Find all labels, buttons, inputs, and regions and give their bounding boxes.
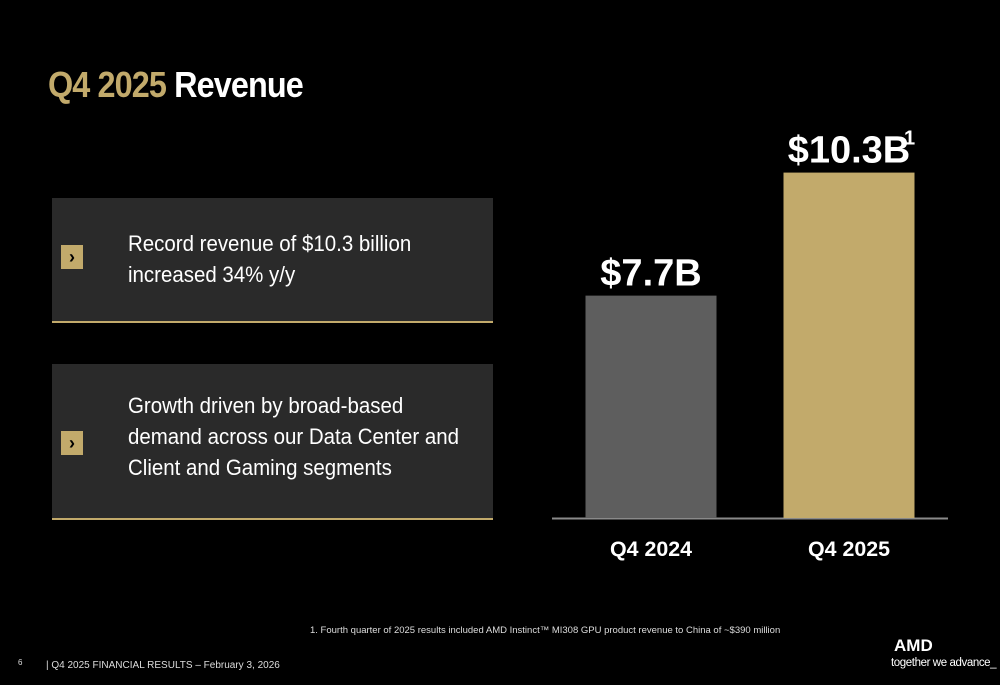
bar bbox=[783, 172, 915, 518]
bullet-line: demand across our Data Center and bbox=[128, 424, 459, 449]
footer-text: | Q4 2025 FINANCIAL RESULTS – February 3… bbox=[46, 660, 280, 671]
value-label: $10.3B bbox=[788, 130, 911, 172]
logo: AMD bbox=[894, 636, 933, 655]
bullet-line: increased 34% y/y bbox=[128, 262, 296, 287]
title-prefix: Q4 2025 bbox=[48, 64, 167, 105]
bullet-line: Client and Gaming segments bbox=[128, 455, 392, 480]
bar bbox=[585, 295, 717, 518]
bullet-line: Record revenue of $10.3 billion bbox=[128, 231, 412, 256]
bullet-box: › Record revenue of $10.3 billion increa… bbox=[52, 198, 493, 323]
value-label: $7.7B bbox=[600, 253, 701, 295]
footnote-marker: 1 bbox=[904, 128, 915, 150]
bullet-box: › Growth driven by broad-based demand ac… bbox=[52, 364, 493, 520]
title-main: Revenue bbox=[174, 64, 304, 105]
chevron-icon: › bbox=[61, 431, 83, 455]
x-tick-label: Q4 2024 bbox=[610, 538, 692, 561]
page-number: 6 bbox=[18, 658, 23, 667]
bullet-line: Growth driven by broad-based bbox=[128, 393, 404, 418]
chevron-icon: › bbox=[61, 245, 83, 269]
bullet-text: Growth driven by broad-based demand acro… bbox=[128, 390, 459, 483]
slide-title: Q4 2025 Revenue bbox=[48, 64, 304, 106]
footnote: 1. Fourth quarter of 2025 results includ… bbox=[310, 625, 781, 636]
x-tick-label: Q4 2025 bbox=[808, 538, 890, 561]
bullet-text: Record revenue of $10.3 billion increase… bbox=[128, 228, 411, 290]
tagline: together we advance_ bbox=[891, 657, 997, 669]
